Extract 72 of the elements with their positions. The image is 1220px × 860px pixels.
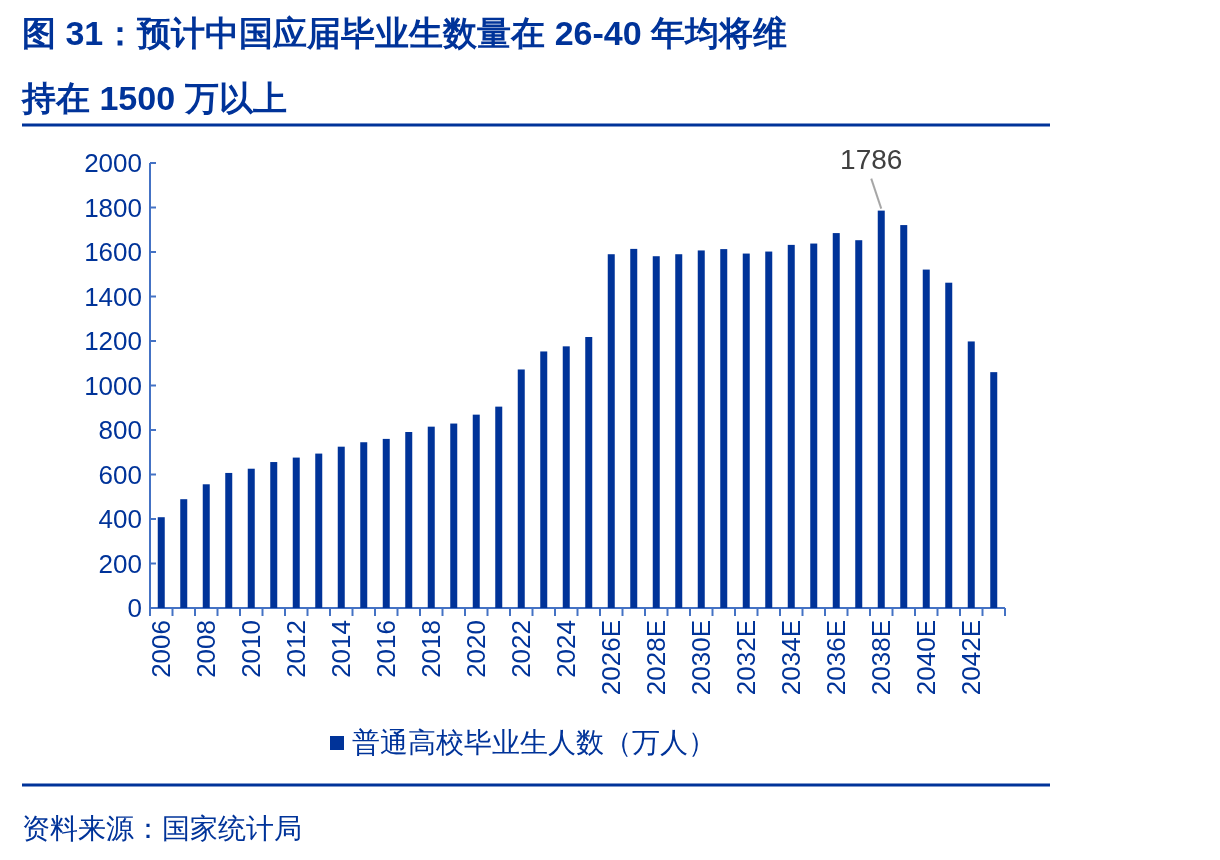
bar <box>472 414 480 608</box>
bar <box>720 249 728 608</box>
x-tick-label: 2024 <box>551 620 582 678</box>
bar <box>742 253 750 608</box>
bar <box>495 406 503 608</box>
x-tick-label: 2040E <box>911 620 942 696</box>
bar <box>405 432 413 608</box>
x-tick-label: 2034E <box>776 620 807 696</box>
bar <box>180 499 188 608</box>
x-tick-label: 2020 <box>461 620 492 678</box>
y-tick-label: 400 <box>98 504 142 534</box>
bar <box>315 453 323 608</box>
bar <box>675 254 683 608</box>
bar <box>877 210 885 608</box>
bar <box>270 462 278 608</box>
bar <box>247 468 255 608</box>
x-tick-label: 2022 <box>506 620 537 678</box>
bar <box>787 244 795 608</box>
bar <box>157 517 165 608</box>
bar <box>562 346 570 608</box>
legend-label: 普通高校毕业生人数（万人） <box>352 727 716 758</box>
x-tick-label: 2028E <box>641 620 672 696</box>
x-tick-label: 2026E <box>596 620 627 696</box>
bar <box>292 457 300 608</box>
annotation: 1786 <box>840 143 903 175</box>
x-tick-label: 2038E <box>866 620 897 696</box>
bar <box>337 446 345 608</box>
bar <box>945 282 953 608</box>
x-tick-label: 2012 <box>281 620 312 678</box>
bar <box>900 225 908 608</box>
bar <box>922 269 930 608</box>
bar <box>540 351 548 608</box>
bar <box>202 484 210 608</box>
bar <box>990 372 998 608</box>
y-tick-label: 1800 <box>84 192 142 223</box>
x-tick-label: 2032E <box>731 620 762 696</box>
bar <box>450 423 458 608</box>
bar <box>810 243 818 608</box>
bar <box>360 442 368 608</box>
x-tick-label: 2006 <box>146 620 177 678</box>
x-tick-label: 2042E <box>956 620 987 696</box>
bar <box>652 256 660 608</box>
text: 资料来源：国家统计局 <box>22 813 302 844</box>
bar <box>967 341 975 608</box>
bar <box>855 240 863 608</box>
x-tick-label: 2008 <box>191 620 222 678</box>
y-tick-label: 200 <box>98 548 142 579</box>
y-tick-label: 1200 <box>84 326 142 356</box>
x-tick-label: 2036E <box>821 620 852 696</box>
y-tick-label: 600 <box>98 459 142 490</box>
bar <box>517 369 525 608</box>
bar <box>765 251 773 608</box>
bar <box>832 233 840 608</box>
x-tick-label: 2018 <box>416 620 447 678</box>
y-tick-label: 1600 <box>84 237 142 267</box>
bar <box>697 250 705 608</box>
bar <box>585 337 593 608</box>
x-tick-label: 2030E <box>686 620 717 696</box>
x-tick-label: 2014 <box>326 620 357 678</box>
bar <box>427 426 435 608</box>
x-tick-label: 2010 <box>236 620 267 678</box>
y-tick-label: 2000 <box>84 148 142 178</box>
bar <box>607 254 615 608</box>
chart-title: 图 31：预计中国应届毕业生数量在 26-40 年均将维持在 1500 万以上 <box>20 14 788 117</box>
y-tick-label: 0 <box>127 593 142 623</box>
y-tick-label: 1400 <box>84 281 142 312</box>
y-tick-label: 800 <box>98 415 142 445</box>
bar <box>630 248 638 608</box>
x-tick-label: 2016 <box>371 620 402 678</box>
y-tick-label: 1000 <box>84 370 142 401</box>
bar <box>225 472 233 608</box>
bar <box>382 438 390 608</box>
